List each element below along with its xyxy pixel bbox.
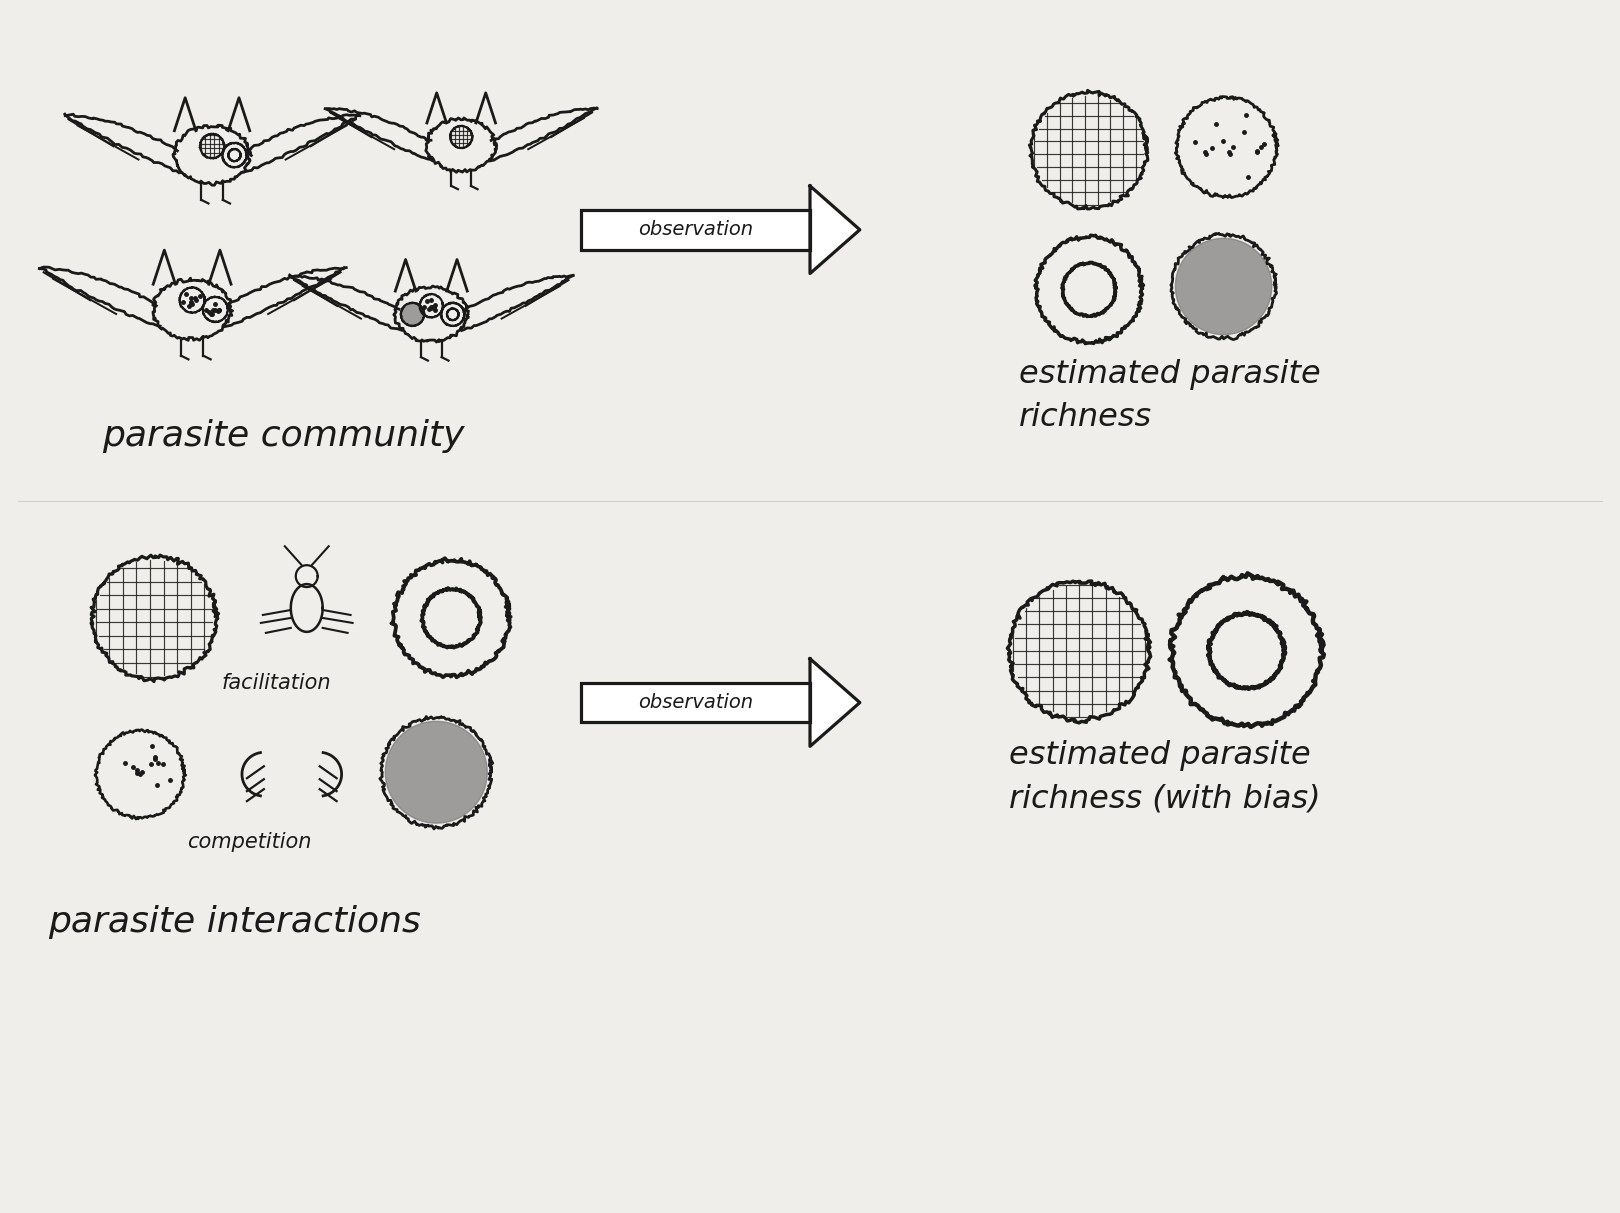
Text: facilitation: facilitation (222, 673, 332, 693)
Text: parasite interactions: parasite interactions (47, 905, 421, 939)
Text: observation: observation (638, 221, 753, 239)
Polygon shape (810, 659, 860, 746)
Polygon shape (1176, 238, 1272, 335)
Text: parasite community: parasite community (102, 418, 465, 452)
Bar (582, 683, 810, 723)
Text: competition: competition (188, 832, 311, 852)
Polygon shape (402, 303, 423, 325)
Polygon shape (386, 722, 488, 824)
Polygon shape (810, 186, 860, 274)
Text: estimated parasite
richness (with bias): estimated parasite richness (with bias) (1009, 740, 1320, 814)
Text: observation: observation (638, 693, 753, 712)
Text: estimated parasite
richness: estimated parasite richness (1019, 359, 1320, 433)
Bar (582, 210, 810, 250)
